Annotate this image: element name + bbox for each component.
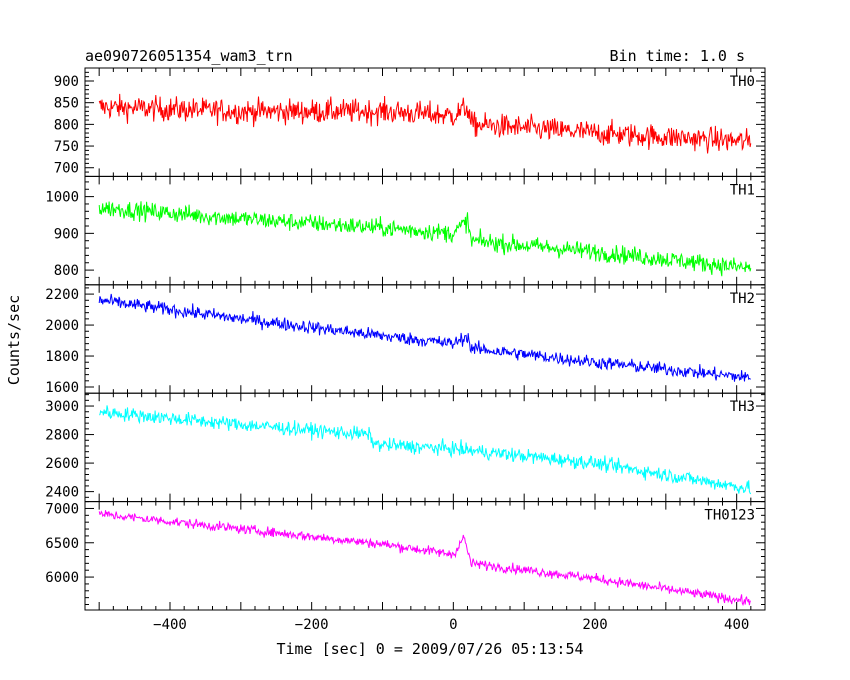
y-tick-label: 2200 [45, 287, 79, 303]
y-tick-label: 850 [54, 96, 79, 112]
panel-th0123: 6000 6500 7000 TH0123 [45, 501, 766, 611]
y-tick-label: 800 [54, 263, 79, 279]
x-tick-label: −200 [295, 617, 329, 633]
panel-frame [84, 175, 766, 286]
x-tick-label: 0 [449, 617, 457, 633]
y-tick-label: 1600 [45, 380, 79, 396]
y-tick-label: 2600 [45, 456, 79, 472]
x-tick-label: −400 [153, 617, 187, 633]
panel-name-label: TH0123 [704, 508, 755, 524]
y-tick-label: 800 [54, 117, 79, 133]
panel-frame [84, 392, 766, 503]
panels: 700 750 800 850 900 TH0 800 900 1000 TH1 1600 1800 2… [45, 67, 766, 611]
y-tick-label: 2000 [45, 318, 79, 334]
x-axis: −400 −200 0 200 400 [153, 617, 749, 633]
panel-th3: 2400 2600 2800 3000 TH3 [45, 392, 766, 503]
y-tick-label: 750 [54, 139, 79, 155]
panel-frame [84, 67, 766, 177]
y-tick-label: 1000 [45, 190, 79, 206]
panel-th0: 700 750 800 850 900 TH0 [54, 67, 766, 177]
y-tick-label: 1800 [45, 349, 79, 365]
panel-th2: 1600 1800 2000 2200 TH2 [45, 284, 766, 396]
y-tick-label: 700 [54, 161, 79, 177]
series-line-th0 [98, 93, 752, 154]
x-tick-label: 200 [582, 617, 607, 633]
panel-name-label: TH3 [730, 399, 755, 415]
panel-name-label: TH0 [730, 74, 755, 90]
y-tick-label: 2400 [45, 485, 79, 501]
y-tick-label: 900 [54, 226, 79, 242]
y-tick-label: 900 [54, 74, 79, 90]
panel-th1: 800 900 1000 TH1 [45, 175, 766, 286]
panel-frame [84, 284, 766, 394]
y-tick-label: 6000 [45, 570, 79, 586]
panel-frame [84, 501, 766, 611]
x-axis-label: Time [sec] 0 = 2009/07/26 05:13:54 [276, 640, 583, 658]
y-tick-label: 3000 [45, 399, 79, 415]
x-tick-label: 400 [724, 617, 749, 633]
panel-name-label: TH2 [730, 291, 755, 307]
series-line-th3 [99, 405, 752, 495]
y-tick-label: 2800 [45, 428, 79, 444]
series-line-th1 [98, 201, 752, 277]
series-line-th2 [98, 293, 751, 382]
y-axis-label: Counts/sec [5, 295, 23, 385]
y-tick-label: 6500 [45, 536, 79, 552]
bin-time-label: Bin time: 1.0 s [610, 47, 745, 65]
panel-name-label: TH1 [730, 182, 755, 198]
series-line-th0123 [98, 510, 751, 607]
chart-title: ae090726051354_wam3_trn [85, 47, 293, 65]
y-tick-label: 7000 [45, 501, 79, 517]
